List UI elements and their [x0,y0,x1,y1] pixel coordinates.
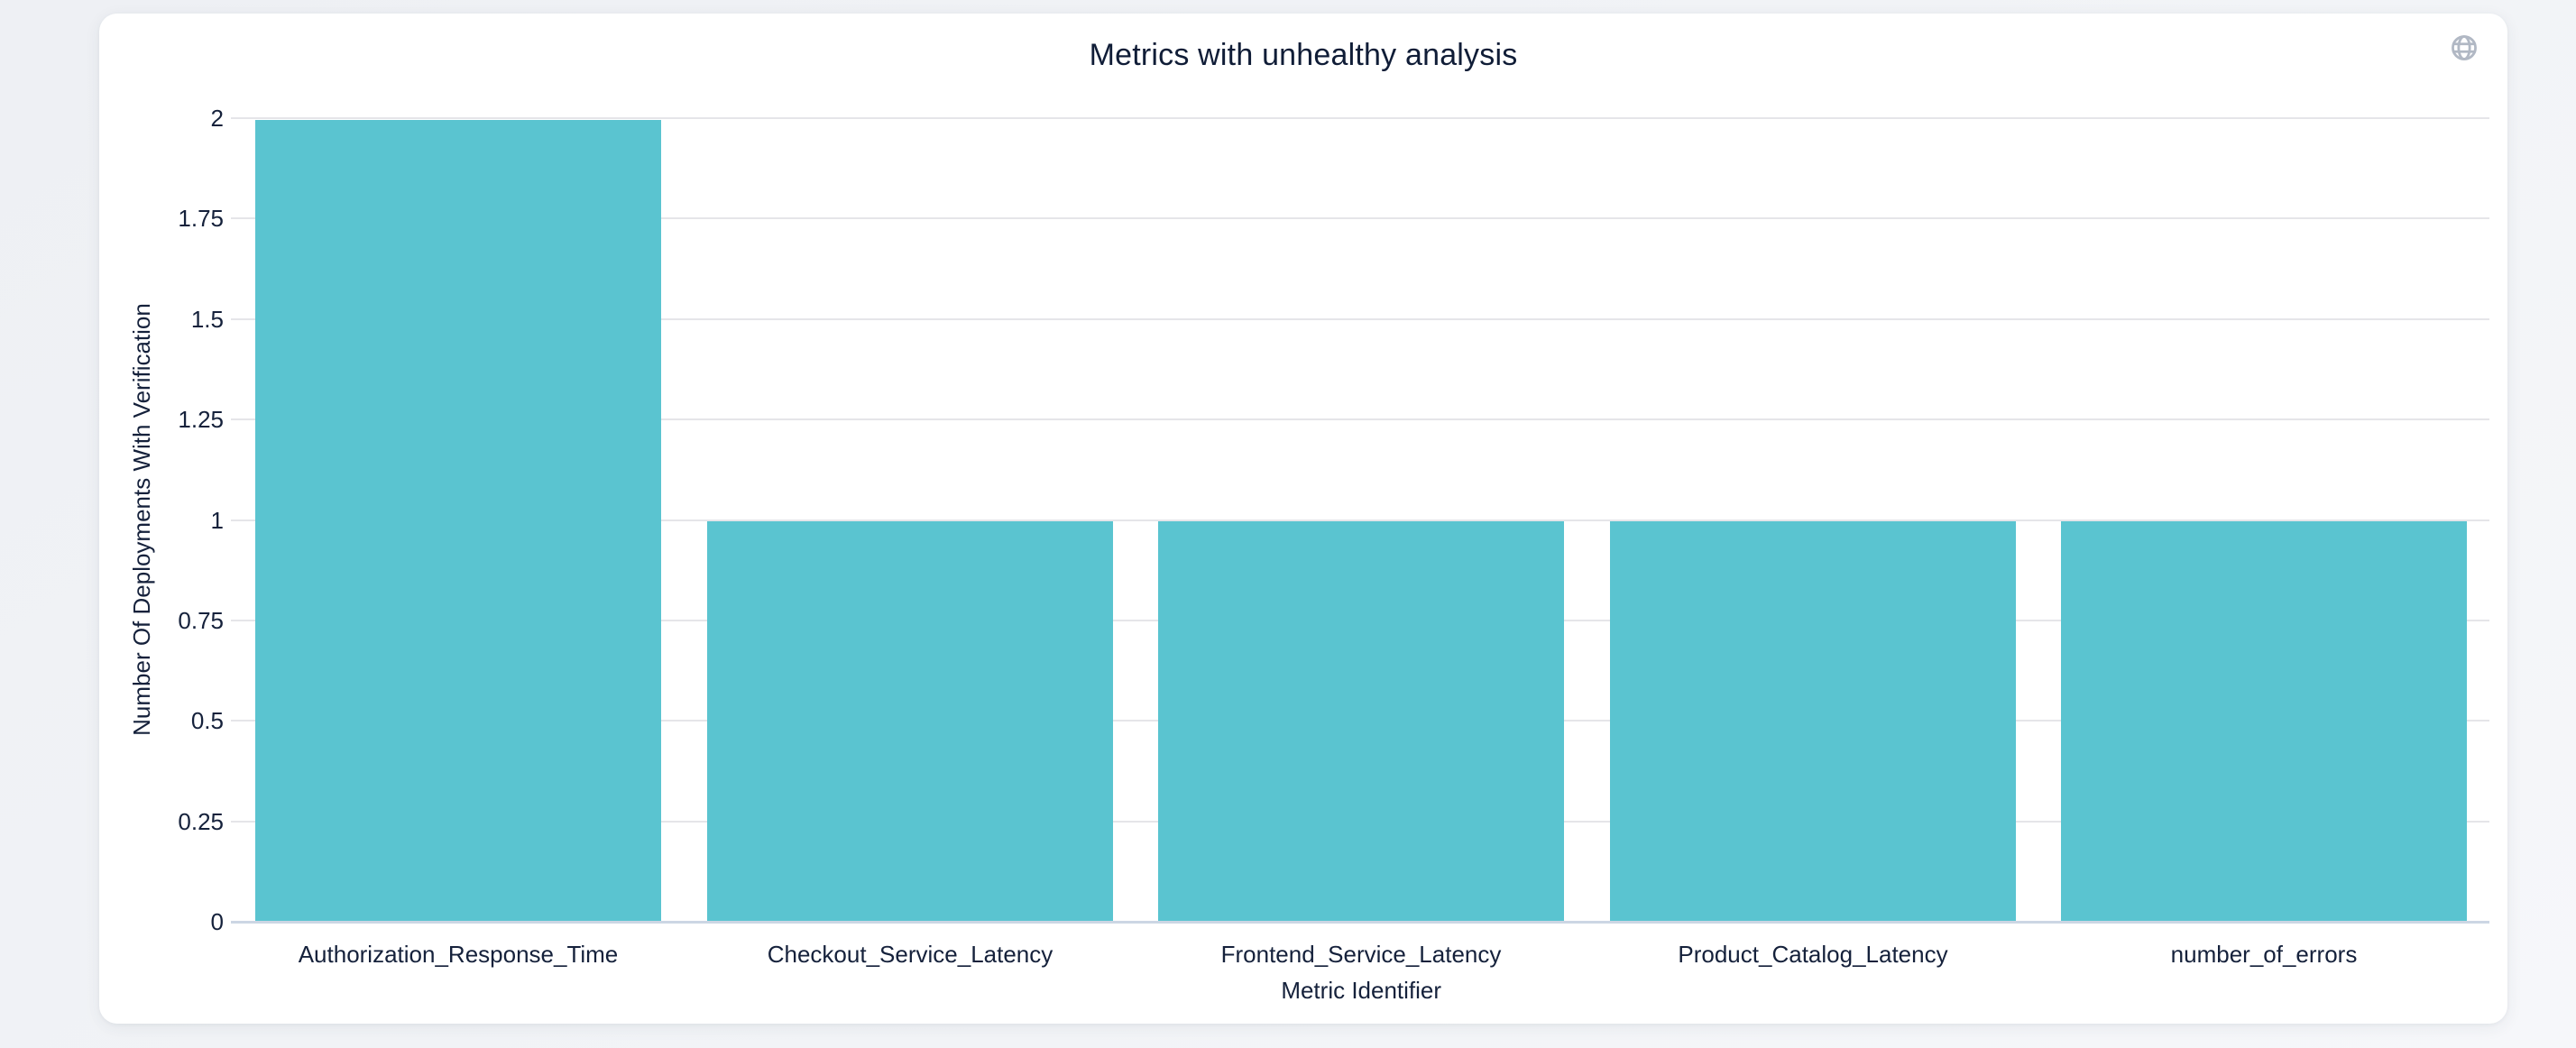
x-axis-title: Metric Identifier [1281,977,1442,1004]
globe-icon[interactable] [2450,33,2479,62]
chart-plot-area: 0 0.25 0.5 0.75 1 1.25 1.5 1.75 2 Authorization_R… [99,14,2507,1024]
x-tick-label: Frontend_Service_Latency [1220,941,1502,968]
y-tick-label: 0.5 [190,707,224,735]
gridline [231,217,2489,220]
y-tick-label: 0.25 [178,807,224,835]
y-tick-label: 0.75 [178,606,224,634]
gridline [231,117,2489,119]
chart-title: Metrics with unhealthy analysis [1089,38,1518,72]
gridline [231,418,2489,421]
x-tick-label: Authorization_Response_Time [298,941,619,968]
bar[interactable] [2061,521,2467,922]
bar[interactable] [1158,521,1564,922]
y-axis-title: Number Of Deployments With Verification [128,303,155,736]
y-tick-label: 1.75 [178,205,224,233]
gridline [231,519,2489,521]
y-tick-label: 1.25 [178,406,224,434]
gridline [231,317,2489,320]
x-axis-line [231,921,2489,924]
y-tick-label: 0 [210,908,224,935]
bar[interactable] [255,120,661,922]
y-tick-label: 1 [210,506,224,534]
x-tick-label: Product_Catalog_Latency [1678,941,1948,968]
bar[interactable] [1610,521,2016,922]
x-tick-label: Checkout_Service_Latency [767,941,1053,968]
x-tick-label: number_of_errors [2170,941,2358,968]
bar[interactable] [707,521,1113,922]
chart-card: Metrics with unhealthy analysis 0 0.25 0.5… [99,14,2507,1024]
y-tick-label: 2 [210,105,224,132]
y-tick-label: 1.5 [190,305,224,333]
